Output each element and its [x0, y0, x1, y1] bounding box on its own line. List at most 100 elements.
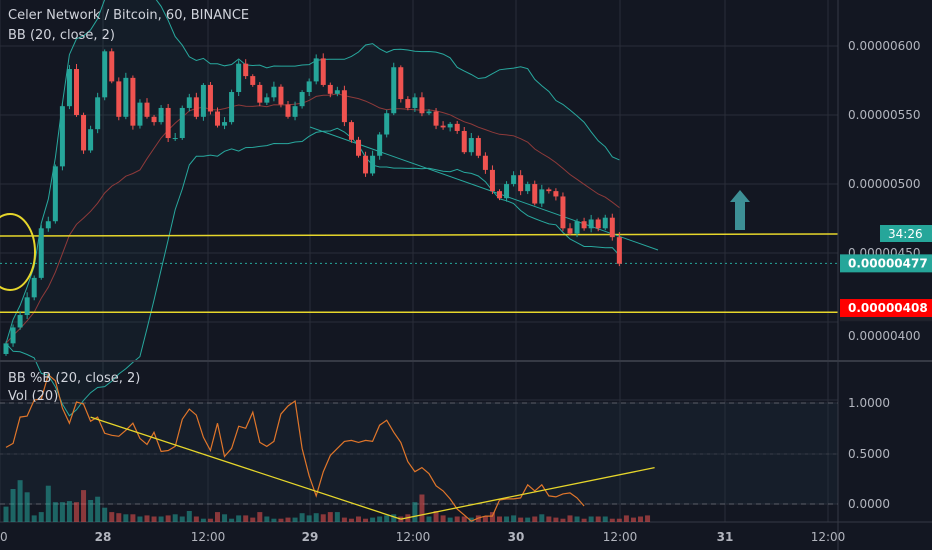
volume-bar: [45, 485, 51, 522]
candle-body: [560, 196, 566, 229]
candle-body: [475, 138, 481, 156]
candle-body: [186, 97, 192, 108]
volume-bar: [306, 515, 312, 522]
highlight-circle[interactable]: [0, 213, 36, 291]
volume-bar: [158, 516, 164, 522]
time-tick-label: 31: [717, 530, 734, 544]
volume-bar: [193, 516, 199, 522]
candle-body: [257, 84, 263, 103]
candle-body: [504, 184, 510, 199]
volume-bar: [116, 513, 122, 522]
volume-bar: [327, 512, 333, 522]
grid: [0, 0, 838, 522]
volume-bar: [447, 517, 453, 522]
volume-bar: [10, 489, 16, 522]
candle-body: [200, 84, 206, 117]
candle-body: [123, 77, 129, 117]
volume-bar: [66, 501, 72, 522]
volume-bar: [215, 512, 220, 522]
candle-body: [341, 90, 347, 123]
trendline[interactable]: [90, 416, 402, 520]
volume-bar: [433, 511, 439, 522]
candle-body: [482, 155, 488, 170]
volume-bar: [532, 516, 538, 522]
horizontal-level-line[interactable]: [0, 233, 839, 237]
candle-body: [454, 123, 460, 131]
time-axis[interactable]: 00 28 12:00 29 12:00 30 12:00 31 12:00: [0, 530, 845, 544]
volume-bar: [468, 517, 474, 522]
price-tick-label: 0.00000550: [848, 108, 921, 122]
volume-bar: [595, 516, 601, 522]
price-tick-label: 0.00000500: [848, 177, 921, 191]
volume-bar: [525, 517, 531, 522]
pctb-series: [5, 373, 585, 522]
volume-bar: [285, 517, 291, 522]
candle-body: [419, 97, 425, 114]
candle-body: [588, 219, 594, 229]
candle-body: [595, 219, 601, 229]
volume-bars: [3, 480, 651, 522]
volume-bar: [440, 515, 446, 522]
candle-body: [95, 97, 101, 130]
candle-body: [609, 217, 615, 238]
volume-bar: [130, 514, 136, 522]
indicator-legend-vol[interactable]: Vol (20): [8, 389, 58, 404]
candle-body: [292, 106, 298, 117]
volume-bar: [348, 518, 354, 522]
volume-bar: [412, 502, 418, 522]
candle-body: [553, 191, 559, 197]
candle-body: [581, 221, 587, 229]
time-tick-label: 12:00: [811, 530, 846, 544]
volume-bar: [31, 515, 37, 522]
volume-bar: [88, 500, 94, 522]
price-tick-label: 0.00000600: [848, 39, 921, 53]
volume-bar: [144, 515, 150, 522]
time-tick-label: 30: [508, 530, 525, 544]
candle-body: [236, 63, 242, 93]
volume-bar: [539, 514, 545, 522]
up-arrow-icon[interactable]: [730, 190, 750, 230]
candle-body: [179, 107, 185, 139]
volume-bar: [616, 518, 622, 522]
candle-body: [468, 138, 474, 153]
volume-bar: [207, 518, 213, 522]
candle-body: [52, 166, 58, 222]
volume-bar: [581, 518, 587, 522]
candle-body: [497, 191, 502, 199]
indicator-legend-pctb[interactable]: BB %B (20, close, 2): [8, 371, 140, 386]
candle-body: [165, 107, 171, 139]
volume-bar: [398, 516, 404, 522]
candle-body: [348, 122, 354, 140]
candle-body: [616, 237, 622, 264]
candle-body: [363, 155, 369, 174]
volume-bar: [497, 516, 502, 522]
trendline[interactable]: [400, 467, 655, 520]
volume-bar: [553, 517, 559, 522]
trendlines[interactable]: [90, 416, 655, 520]
candle-body: [102, 51, 108, 98]
price-lines: [0, 126, 839, 313]
annotations[interactable]: [0, 190, 750, 291]
candle-body: [546, 189, 552, 192]
candle-body: [511, 175, 517, 185]
volume-bar: [454, 516, 460, 522]
volume-bar: [59, 502, 65, 522]
price-axis[interactable]: 0.000004000.000004500.000005000.00000550…: [840, 39, 932, 511]
chart-title: Celer Network / Bitcoin, 60, BINANCE: [8, 8, 249, 23]
price-tick-label: 0.00000400: [848, 329, 921, 343]
indicator-legend-bb[interactable]: BB (20, close, 2): [8, 28, 115, 43]
candle-body: [151, 116, 157, 123]
volume-bar: [560, 518, 566, 522]
channel-line[interactable]: [309, 126, 659, 251]
volume-bar: [461, 516, 467, 522]
volume-bar: [588, 516, 594, 522]
candle-body: [426, 111, 432, 114]
candle-body: [24, 297, 30, 316]
candle-body: [370, 155, 376, 174]
last-price-badge-bg: [840, 254, 932, 273]
candle-body: [278, 86, 284, 105]
candle-body: [250, 76, 256, 85]
countdown-badge: 34:26: [888, 227, 923, 241]
time-tick-label: 12:00: [396, 530, 431, 544]
